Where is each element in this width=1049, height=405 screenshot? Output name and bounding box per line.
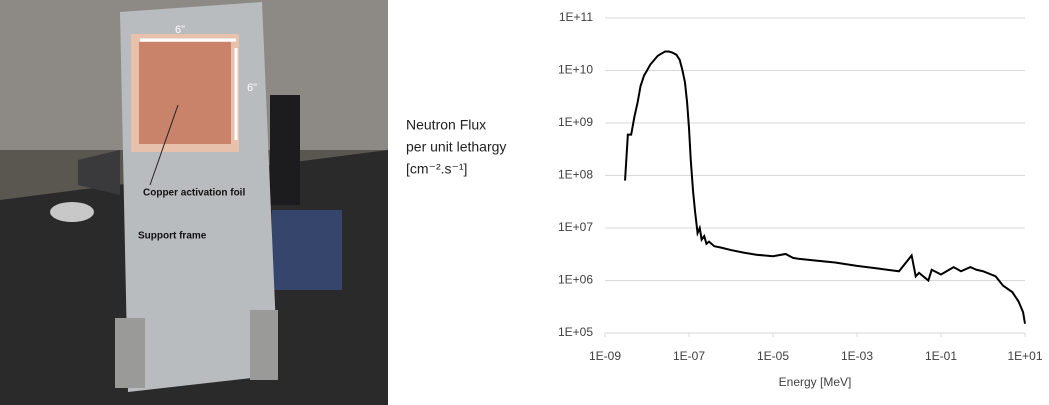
y-tick-label: 1E+10 [558,63,593,77]
chart: 1E+05 1E+06 1E+07 1E+08 1E+09 1E+10 1E+11 1E-09… [406,10,1043,389]
x-axis-label: Energy [MeV] [779,375,852,389]
y-tick-label: 1E+06 [558,273,593,287]
x-tick-label: 1E+01 [1007,349,1042,363]
y-axis-label: [cm⁻².s⁻¹] [406,161,467,177]
boxes [272,210,342,290]
mouse [50,202,94,222]
x-tick-label: 1E-05 [757,349,789,363]
y-tick-label: 1E+09 [558,115,593,129]
copper-foil [131,34,239,152]
foot-left [115,318,145,388]
flux-line [624,50,1026,324]
foot-right [250,310,278,380]
monitor [270,95,300,205]
x-tick-label: 1E-01 [925,349,957,363]
y-axis-label: per unit lethargy [406,139,506,155]
y-tick-label: 1E+07 [558,220,593,234]
foil-pointer [149,104,179,186]
x-tick-label: 1E-07 [673,349,705,363]
y-tick-label: 1E+05 [558,325,593,339]
foil-label: Copper activation foil [143,188,245,199]
keyboard [78,150,120,195]
y-axis-label: Neutron Flux [406,117,486,133]
frame-label: Support frame [138,231,207,242]
y-tick-label: 1E+11 [559,10,593,24]
height-label: 6" [247,82,257,94]
width-label: 6" [175,24,185,36]
y-tick-label: 1E+08 [558,168,593,182]
x-tick-label: 1E-03 [841,349,873,363]
x-tick-label: 1E-09 [589,349,621,363]
photo: 6" 6" Copper activation foil Support fra… [0,0,388,405]
